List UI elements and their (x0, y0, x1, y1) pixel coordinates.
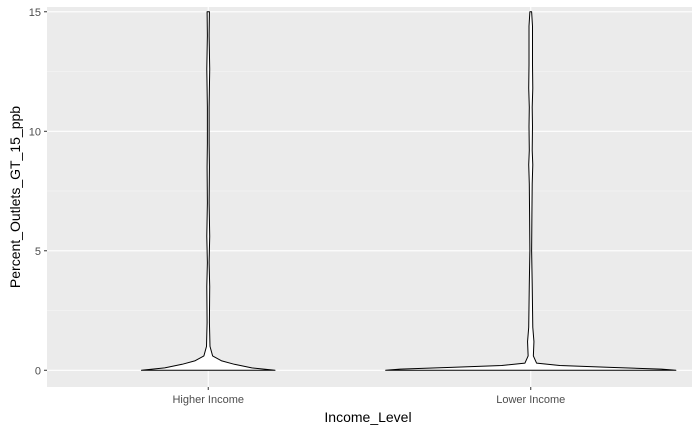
y-tick-label: 5 (35, 246, 41, 258)
violin-higher-income (140, 11, 276, 371)
x-axis-title: Income_Level (324, 409, 411, 425)
y-tick-label: 15 (29, 7, 41, 19)
plot-panel (47, 7, 692, 387)
violins (140, 11, 677, 371)
x-tick-label: Lower Income (496, 394, 565, 406)
x-tick-label: Higher Income (172, 394, 244, 406)
y-axis-ticks: 0 5 10 15 (29, 7, 47, 377)
y-axis-title: Percent_Outlets_GT_15_ppb (7, 106, 23, 288)
y-tick-label: 0 (35, 365, 41, 377)
minor-grid-lines (47, 71, 692, 311)
violin-lower-income (385, 11, 677, 371)
y-tick-label: 10 (29, 126, 41, 138)
x-axis-ticks: Higher Income Lower Income (172, 387, 565, 406)
